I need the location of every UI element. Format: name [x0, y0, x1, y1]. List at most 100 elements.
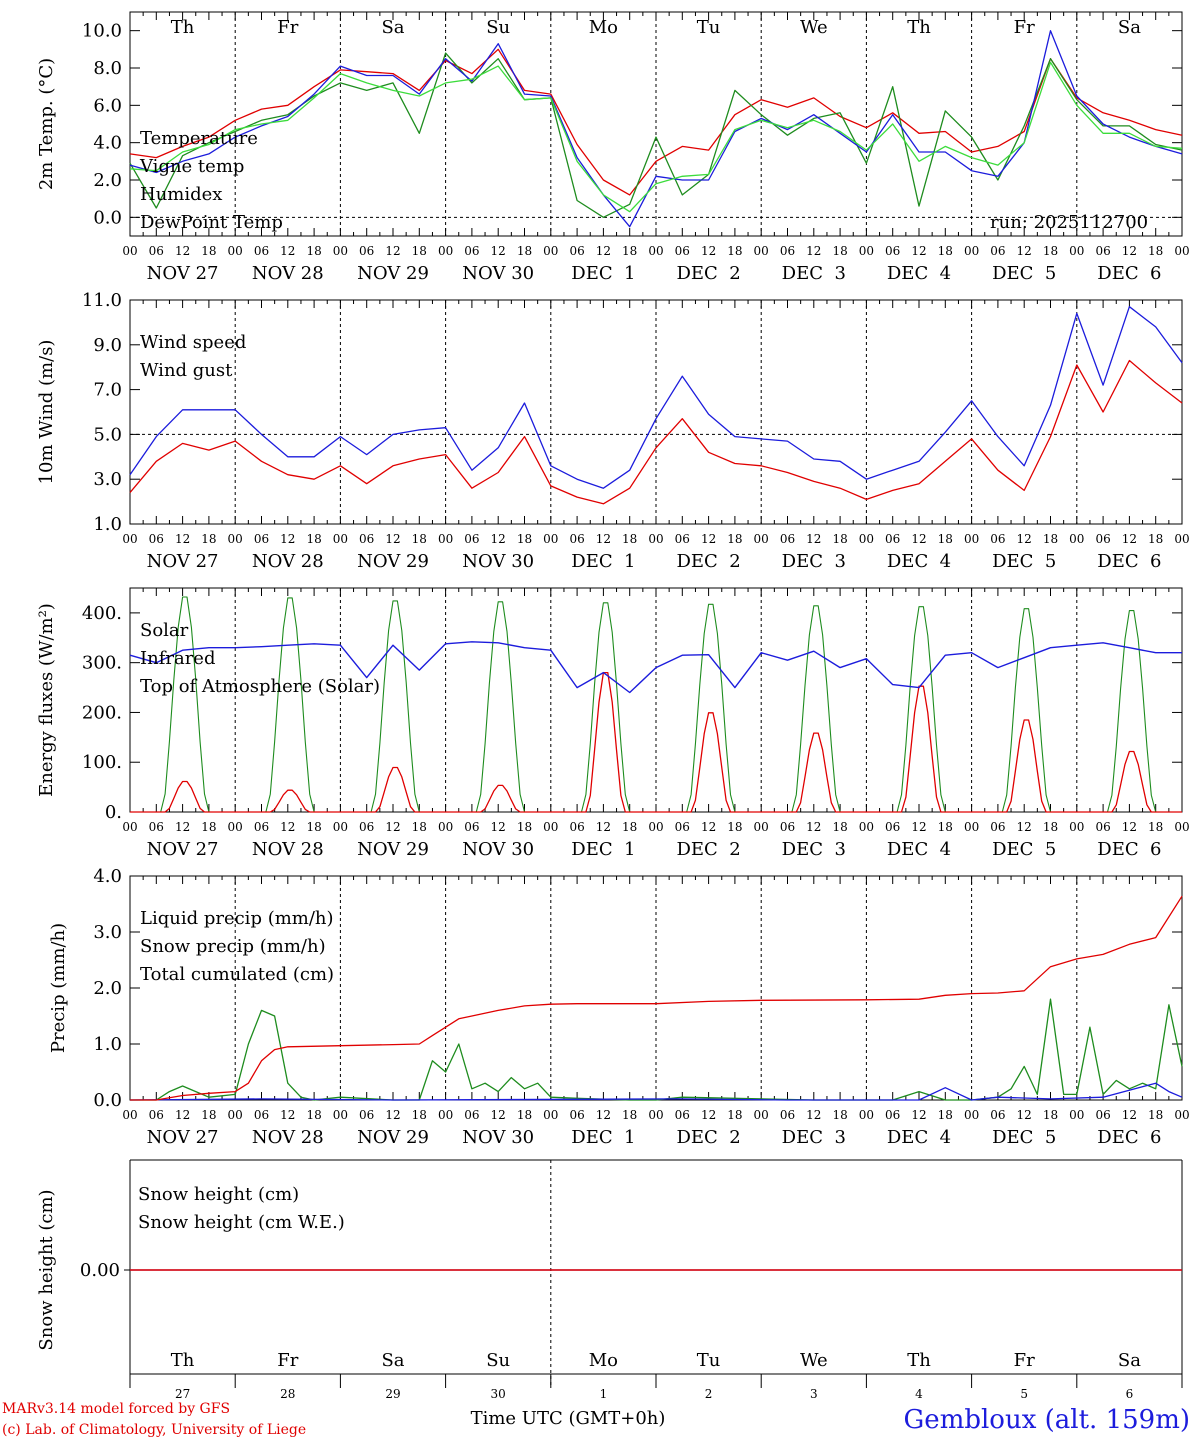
hour-tick-label: 00	[228, 244, 243, 258]
legend-humidex: Humidex	[140, 184, 222, 205]
hour-tick-label: 12	[701, 1108, 716, 1122]
hour-tick-label: 12	[280, 1108, 295, 1122]
weekday-label: We	[800, 17, 828, 38]
weekday-label: Sa	[1118, 17, 1141, 38]
hour-tick-label: 18	[517, 532, 532, 546]
hour-tick-label: 06	[359, 532, 374, 546]
day-number-label: 29	[385, 1387, 400, 1401]
day-label: DEC 4	[887, 839, 951, 860]
weekday-label: Fr	[1014, 1350, 1035, 1371]
hour-tick-label: 06	[675, 532, 690, 546]
day-label: NOV 28	[252, 839, 324, 860]
day-label: DEC 5	[992, 1127, 1056, 1148]
hour-tick-label: 12	[1122, 532, 1137, 546]
hour-tick-label: 18	[306, 820, 321, 834]
hour-tick-label: 12	[911, 532, 926, 546]
day-label: DEC 2	[676, 839, 740, 860]
hour-tick-label: 00	[543, 1108, 558, 1122]
hour-tick-label: 00	[228, 820, 243, 834]
hour-tick-label: 12	[596, 532, 611, 546]
legend-dewpoint: DewPoint Temp	[140, 212, 283, 233]
series-line-0	[129, 359, 1183, 505]
y-tick-label: 6.0	[93, 95, 122, 116]
day-label: NOV 30	[462, 839, 534, 860]
hour-tick-label: 06	[1095, 1108, 1110, 1122]
hour-tick-label: 18	[1148, 244, 1163, 258]
hour-tick-label: 18	[412, 1108, 427, 1122]
hour-tick-label: 12	[280, 532, 295, 546]
weekday-label: Tu	[697, 1350, 721, 1371]
day-number-label: 30	[491, 1387, 506, 1401]
hour-tick-label: 12	[596, 244, 611, 258]
day-label: NOV 30	[462, 551, 534, 572]
day-label: NOV 30	[462, 263, 534, 284]
day-label: DEC 3	[782, 839, 846, 860]
ylabel-wind: 10m Wind (m/s)	[36, 340, 57, 485]
hour-tick-label: 18	[1043, 244, 1058, 258]
hour-tick-label: 12	[280, 244, 295, 258]
hour-tick-label: 00	[859, 244, 874, 258]
hour-tick-label: 18	[1148, 532, 1163, 546]
day-label: DEC 1	[571, 263, 635, 284]
day-label: NOV 27	[147, 839, 219, 860]
hour-tick-label: 00	[648, 820, 663, 834]
series-line-0	[130, 998, 1183, 1101]
series-line-3	[129, 61, 1183, 213]
y-tick-label: 4.0	[93, 133, 122, 154]
hour-tick-label: 00	[1069, 244, 1084, 258]
hour-tick-label: 12	[806, 244, 821, 258]
day-label: DEC 5	[992, 263, 1056, 284]
y-tick-label: 2.0	[93, 170, 122, 191]
hour-tick-label: 06	[149, 820, 164, 834]
day-label: DEC 6	[1097, 1127, 1161, 1148]
hour-tick-label: 00	[859, 1108, 874, 1122]
hour-tick-label: 00	[122, 244, 137, 258]
weekday-label: Su	[486, 1350, 510, 1371]
hour-tick-label: 06	[464, 532, 479, 546]
day-label: DEC 2	[676, 263, 740, 284]
y-tick-label: 4.0	[93, 866, 122, 887]
hour-tick-label: 18	[622, 532, 637, 546]
day-label: DEC 1	[571, 1127, 635, 1148]
hour-tick-label: 18	[517, 820, 532, 834]
hour-tick-label: 06	[149, 532, 164, 546]
hour-tick-label: 12	[1122, 820, 1137, 834]
y-tick-label: 3.0	[93, 922, 122, 943]
legend-snow-precip: Snow precip (mm/h)	[140, 936, 326, 957]
weekday-label: Fr	[1014, 17, 1035, 38]
hour-tick-label: 06	[464, 244, 479, 258]
hour-tick-label: 12	[491, 1108, 506, 1122]
hour-tick-label: 00	[648, 1108, 663, 1122]
day-label: NOV 29	[357, 551, 429, 572]
hour-tick-label: 06	[885, 1108, 900, 1122]
hour-tick-label: 00	[1174, 1108, 1189, 1122]
day-label: DEC 5	[992, 551, 1056, 572]
hour-tick-label: 06	[149, 244, 164, 258]
hour-tick-label: 06	[990, 820, 1005, 834]
hour-tick-label: 12	[911, 244, 926, 258]
day-number-label: 1	[600, 1387, 608, 1401]
day-number-label: 3	[810, 1387, 818, 1401]
y-tick-label: 400.	[82, 603, 122, 624]
hour-tick-label: 18	[832, 244, 847, 258]
weekday-label: Tu	[697, 17, 721, 38]
weekday-label: Su	[486, 17, 510, 38]
hour-tick-label: 18	[306, 1108, 321, 1122]
legend-snow-height: Snow height (cm)	[138, 1184, 299, 1205]
hour-tick-label: 06	[569, 820, 584, 834]
hour-tick-label: 06	[885, 532, 900, 546]
hour-tick-label: 00	[122, 532, 137, 546]
day-number-label: 28	[280, 1387, 295, 1401]
day-label: DEC 3	[782, 551, 846, 572]
hour-tick-label: 06	[254, 820, 269, 834]
hour-tick-label: 18	[622, 1108, 637, 1122]
y-tick-label: 0.00	[80, 1260, 120, 1281]
day-label: NOV 29	[357, 1127, 429, 1148]
y-tick-label: 0.0	[93, 207, 122, 228]
hour-tick-label: 06	[990, 244, 1005, 258]
day-label: DEC 1	[571, 839, 635, 860]
hour-tick-label: 06	[675, 820, 690, 834]
hour-tick-label: 06	[569, 244, 584, 258]
hour-tick-label: 06	[1095, 820, 1110, 834]
precip-panel: 00 06 12 18 00 06 12 18 00 06 12 18 00 06 12 18 00 06 12 18…	[93, 866, 1189, 1148]
